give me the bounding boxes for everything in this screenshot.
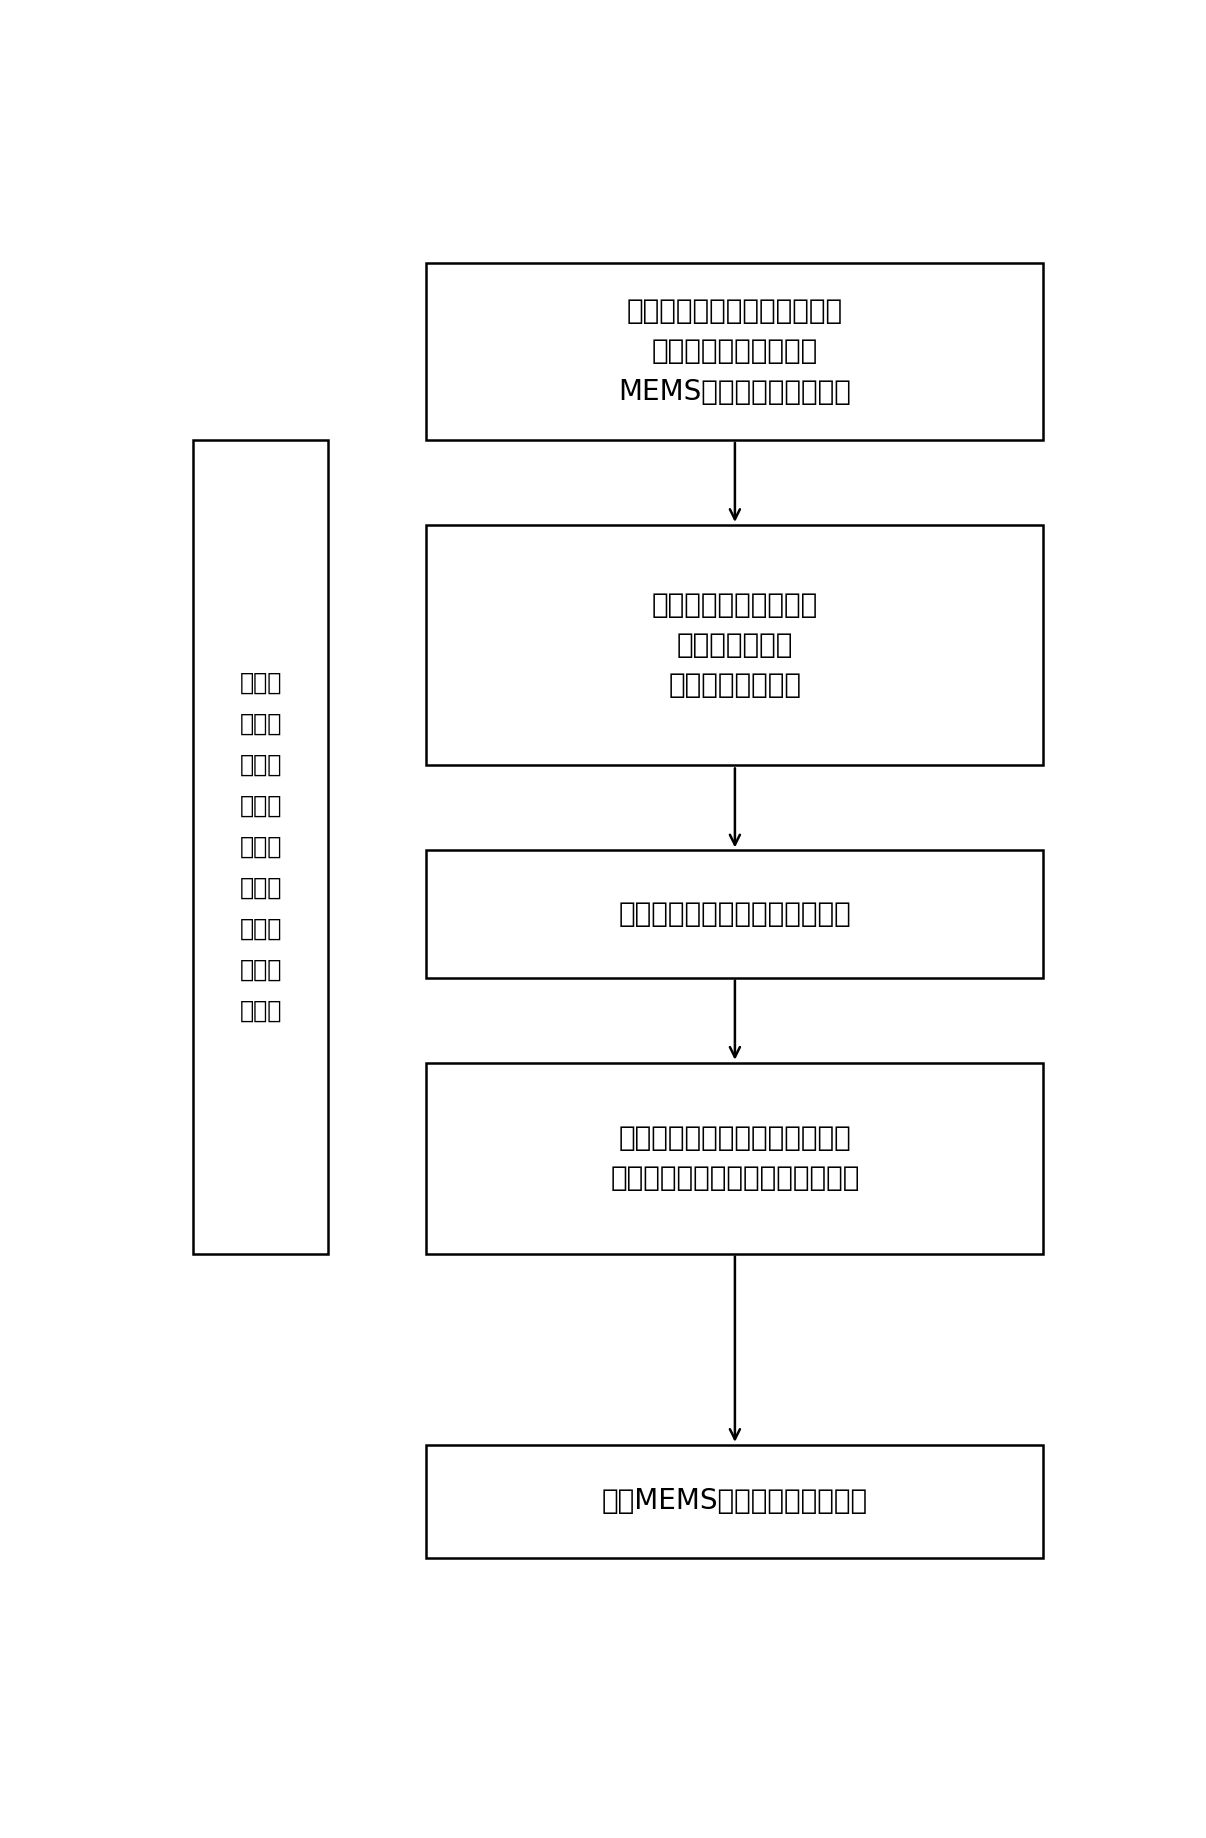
Text: 基于平
行估计
模型，
给出神
经网络
权值矩
阵的复
合学习
更新律: 基于平 行估计 模型， 给出神 经网络 权值矩 阵的复 合学习 更新律	[239, 671, 282, 1024]
Text: 利用神经网络动态估计
模型参数不确定
带来的未知动力学: 利用神经网络动态估计 模型参数不确定 带来的未知动力学	[651, 592, 818, 698]
Bar	[427, 263, 1043, 439]
Text: 设计干扰观测器，估计外部干扰: 设计干扰观测器，估计外部干扰	[619, 901, 851, 928]
Bar	[427, 851, 1043, 978]
Text: 引入滑模控制，设计控制器实现
未知动力学和外部干扰的前馈补偿: 引入滑模控制，设计控制器实现 未知动力学和外部干扰的前馈补偿	[610, 1125, 860, 1193]
Text: 考虑制造缺陷、环境因素以及
外部干扰的影响，得到
MEMS陀螺仪的动力学模型: 考虑制造缺陷、环境因素以及 外部干扰的影响，得到 MEMS陀螺仪的动力学模型	[619, 298, 851, 406]
Bar	[193, 439, 328, 1254]
Text: 实现MEMS陀螺仪的高精度控制: 实现MEMS陀螺仪的高精度控制	[602, 1487, 868, 1515]
Bar	[427, 1445, 1043, 1559]
Bar	[427, 1062, 1043, 1254]
Bar	[427, 526, 1043, 765]
